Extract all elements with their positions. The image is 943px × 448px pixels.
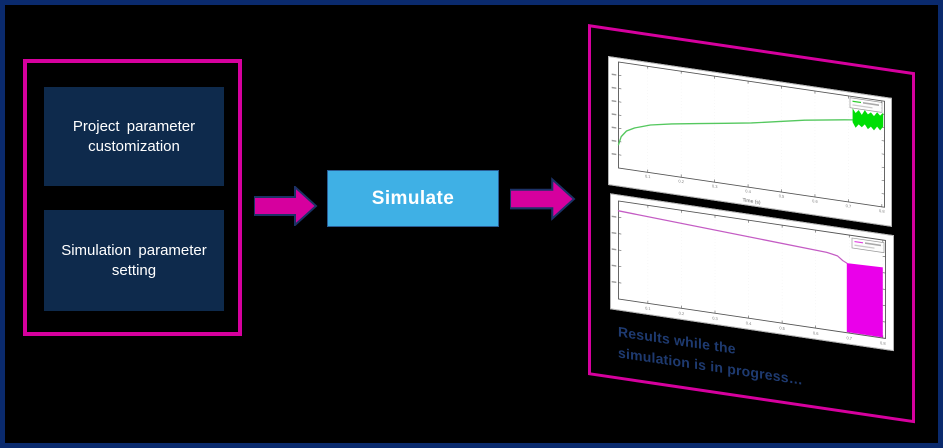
svg-text:0.6: 0.6 — [812, 198, 818, 204]
svg-text:0.1: 0.1 — [645, 305, 651, 311]
step-simulation-parameter: Simulation parameter setting — [44, 210, 224, 311]
svg-text:0.4: 0.4 — [745, 188, 751, 194]
input-steps-box: Project parameter customization Simulati… — [23, 59, 242, 336]
flow-arrow-icon — [254, 186, 318, 226]
results-panel: 0.1 0.2 0.3 0.4 0.5 0.6 0.7 0.8 Time (s) 0.1 0.2 0… — [588, 24, 915, 424]
svg-text:0.8: 0.8 — [880, 340, 886, 346]
svg-text:0.6: 0.6 — [813, 330, 819, 336]
svg-text:0.2: 0.2 — [679, 310, 685, 316]
svg-text:Time (s): Time (s) — [742, 197, 760, 206]
svg-text:0.2: 0.2 — [678, 178, 684, 184]
svg-text:0.1: 0.1 — [645, 173, 651, 179]
flow-arrow-icon — [510, 177, 576, 221]
svg-text:0.3: 0.3 — [712, 315, 718, 321]
arrow-shape — [254, 186, 318, 226]
svg-text:0.5: 0.5 — [779, 193, 785, 199]
bottom-result-chart: 0.1 0.2 0.3 0.4 0.5 0.6 0.7 0.8 — [610, 193, 894, 352]
simulate-button-label: Simulate — [371, 187, 455, 209]
svg-text:0.5: 0.5 — [779, 325, 785, 331]
step-project-parameter-label: Project parameter customization — [72, 117, 196, 155]
arrow-shape — [510, 177, 576, 221]
svg-text:0.3: 0.3 — [712, 183, 718, 189]
svg-text:0.4: 0.4 — [746, 320, 752, 326]
svg-text:0.8: 0.8 — [879, 208, 885, 214]
chart-legend — [849, 97, 883, 113]
plot-area — [618, 200, 886, 339]
svg-text:0.7: 0.7 — [846, 203, 852, 209]
simulate-button[interactable]: Simulate — [327, 170, 499, 227]
step-project-parameter: Project parameter customization — [44, 87, 224, 186]
svg-text:0.7: 0.7 — [846, 335, 852, 341]
top-result-chart: 0.1 0.2 0.3 0.4 0.5 0.6 0.7 0.8 Time (s) — [608, 55, 892, 227]
chart-legend — [851, 237, 885, 254]
step-simulation-parameter-label: Simulation parameter setting — [61, 241, 207, 279]
